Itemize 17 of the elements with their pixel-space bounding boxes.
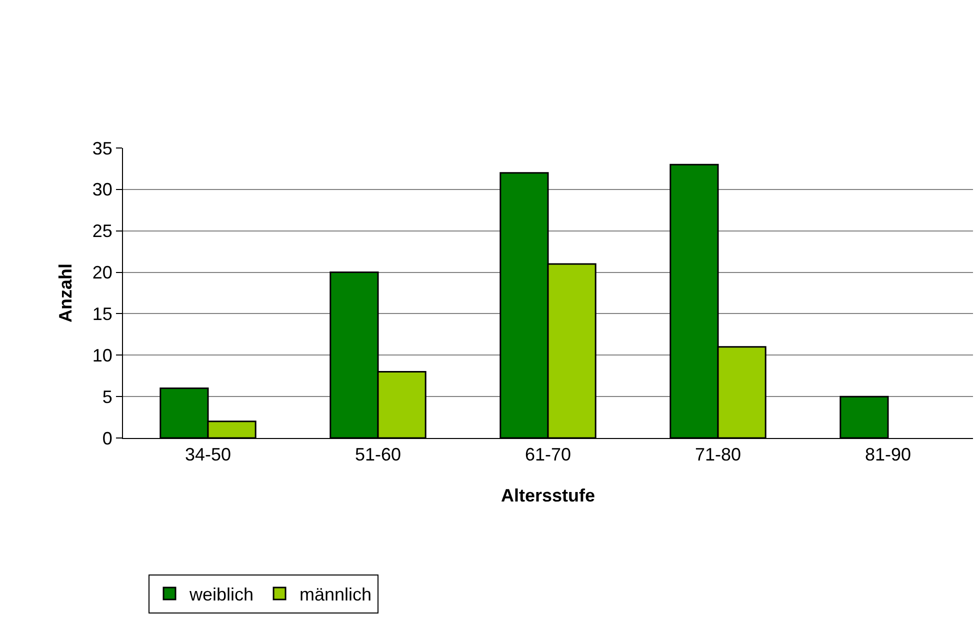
y-tick-label: 5 [102, 386, 112, 407]
y-tick-label: 20 [92, 262, 112, 283]
y-tick-label: 15 [92, 304, 112, 324]
legend-label: weiblich [188, 584, 254, 605]
x-axis-title: Altersstufe [500, 486, 596, 506]
y-tick-label: 30 [92, 180, 112, 200]
x-tick-label: 51-60 [354, 444, 402, 465]
x-tick-label: 61-70 [524, 444, 572, 465]
x-tick-label: 71-80 [694, 444, 742, 465]
y-tick-label: 10 [92, 345, 112, 366]
y-tick-label: 35 [92, 138, 112, 158]
x-tick-label: 81-90 [864, 444, 912, 465]
y-tick-label: 0 [102, 428, 112, 448]
y-tick-label: 25 [92, 221, 112, 242]
legend-label: männlich [300, 584, 372, 605]
x-tick-label: 34-50 [184, 444, 232, 465]
y-axis-title: Anzahl [56, 263, 76, 323]
